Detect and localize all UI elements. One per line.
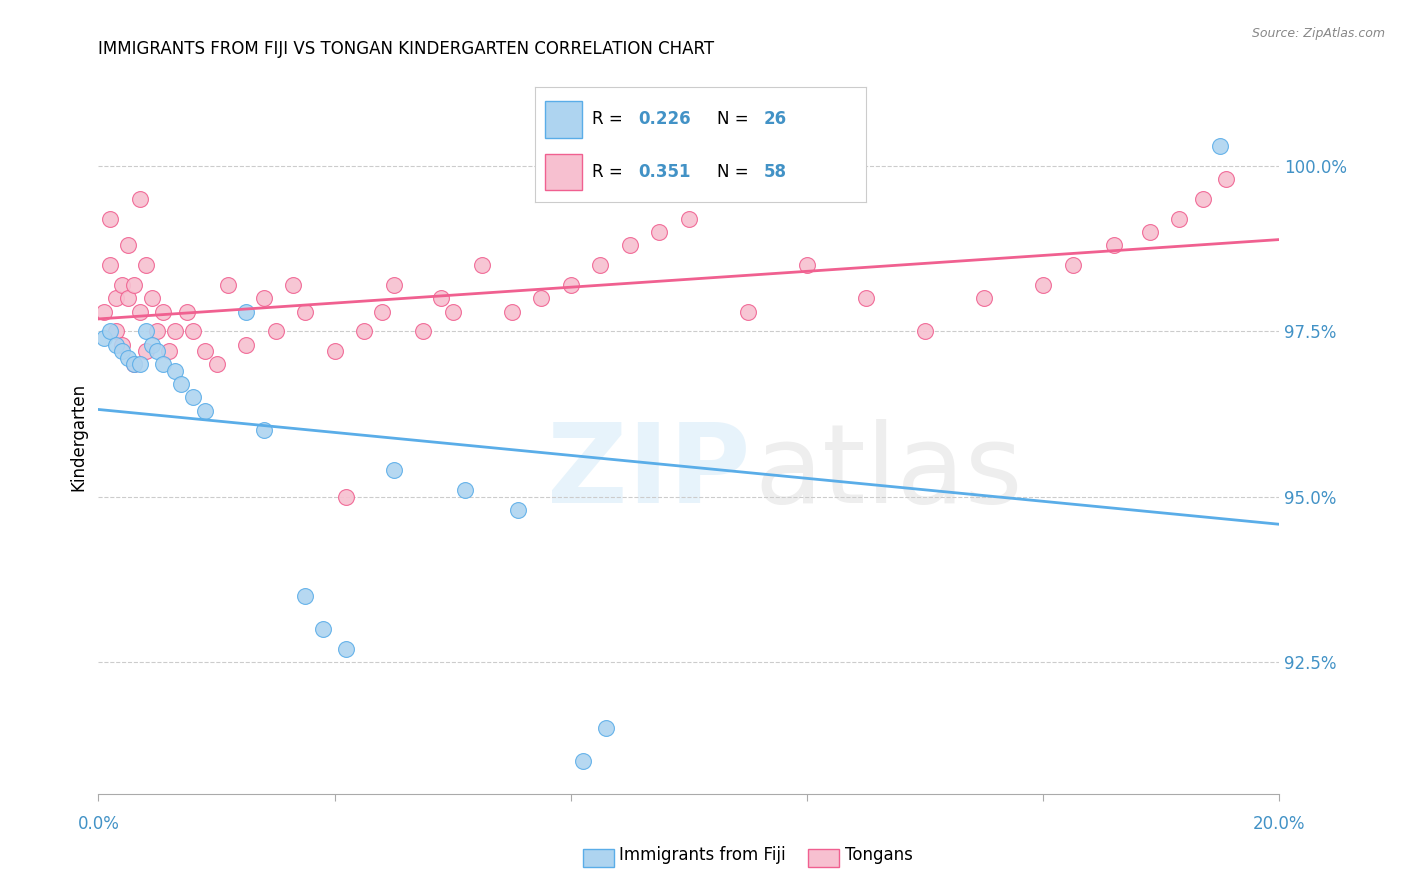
- Point: [98, 324, 121, 338]
- Point: [128, 304, 150, 318]
- Point: [412, 324, 434, 338]
- Point: [98, 258, 121, 272]
- Point: [105, 337, 128, 351]
- Point: [678, 212, 700, 227]
- Text: 20.0%: 20.0%: [1253, 815, 1306, 833]
- Point: [1139, 225, 1161, 239]
- Point: [283, 278, 305, 293]
- Point: [973, 291, 995, 305]
- Point: [294, 589, 316, 603]
- Point: [264, 324, 287, 338]
- Point: [194, 344, 217, 359]
- Point: [146, 324, 169, 338]
- Point: [152, 304, 174, 318]
- Point: [501, 304, 523, 318]
- Point: [135, 258, 157, 272]
- Point: [235, 304, 257, 318]
- Point: [589, 258, 612, 272]
- Point: [530, 291, 553, 305]
- Point: [205, 358, 228, 372]
- Point: [98, 212, 121, 227]
- Point: [1102, 238, 1125, 252]
- Text: Immigrants from Fiji: Immigrants from Fiji: [619, 846, 786, 863]
- Point: [253, 424, 276, 438]
- Point: [619, 238, 641, 252]
- Point: [560, 278, 582, 293]
- Text: IMMIGRANTS FROM FIJI VS TONGAN KINDERGARTEN CORRELATION CHART: IMMIGRANTS FROM FIJI VS TONGAN KINDERGAR…: [98, 40, 714, 58]
- Point: [253, 291, 276, 305]
- Point: [1032, 278, 1054, 293]
- Point: [93, 331, 115, 345]
- Point: [128, 358, 150, 372]
- Point: [353, 324, 375, 338]
- Point: [335, 641, 357, 656]
- Point: [135, 324, 157, 338]
- Point: [122, 278, 145, 293]
- Point: [111, 337, 134, 351]
- Point: [335, 490, 357, 504]
- Point: [122, 358, 145, 372]
- Point: [93, 304, 115, 318]
- Point: [737, 304, 759, 318]
- Point: [117, 238, 139, 252]
- Text: 0.0%: 0.0%: [77, 815, 120, 833]
- Point: [571, 754, 593, 768]
- Point: [135, 344, 157, 359]
- Point: [141, 291, 163, 305]
- Point: [382, 278, 405, 293]
- Point: [453, 483, 475, 497]
- Text: Tongans: Tongans: [845, 846, 912, 863]
- Point: [1191, 192, 1213, 206]
- Point: [1062, 258, 1084, 272]
- Point: [471, 258, 494, 272]
- Point: [165, 364, 187, 378]
- Point: [117, 351, 139, 365]
- Point: [382, 463, 405, 477]
- Point: [105, 291, 128, 305]
- Point: [1168, 212, 1191, 227]
- Point: [323, 344, 346, 359]
- Point: [441, 304, 464, 318]
- Point: [648, 225, 671, 239]
- Point: [176, 304, 198, 318]
- Point: [181, 391, 204, 405]
- Point: [595, 721, 617, 735]
- Point: [506, 502, 529, 516]
- Point: [796, 258, 818, 272]
- Point: [371, 304, 394, 318]
- Point: [157, 344, 180, 359]
- Text: ZIP: ZIP: [547, 419, 751, 526]
- Point: [117, 291, 139, 305]
- Point: [111, 278, 134, 293]
- Point: [855, 291, 877, 305]
- Point: [430, 291, 453, 305]
- Point: [181, 324, 204, 338]
- Y-axis label: Kindergarten: Kindergarten: [69, 383, 87, 491]
- Point: [141, 337, 163, 351]
- Point: [294, 304, 316, 318]
- Point: [152, 358, 174, 372]
- Point: [1215, 172, 1237, 186]
- Point: [914, 324, 936, 338]
- Point: [146, 344, 169, 359]
- Point: [312, 622, 335, 636]
- Point: [128, 192, 150, 206]
- Point: [170, 377, 193, 392]
- Text: atlas: atlas: [754, 419, 1022, 526]
- Text: Source: ZipAtlas.com: Source: ZipAtlas.com: [1251, 27, 1385, 40]
- Point: [1209, 139, 1232, 153]
- Point: [111, 344, 134, 359]
- Point: [235, 337, 257, 351]
- Point: [217, 278, 239, 293]
- Point: [194, 403, 217, 417]
- Point: [122, 358, 145, 372]
- Point: [165, 324, 187, 338]
- Point: [105, 324, 128, 338]
